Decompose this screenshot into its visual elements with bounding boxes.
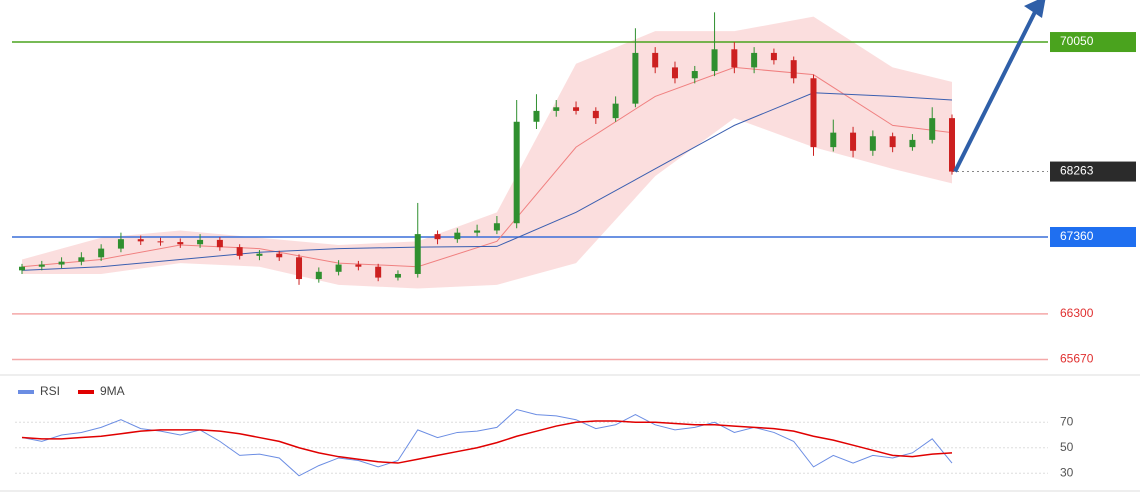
candle-body	[632, 52, 639, 104]
candle-body	[474, 230, 481, 233]
candle-body	[58, 261, 65, 265]
candle-body	[711, 49, 718, 72]
candle-body	[434, 234, 441, 240]
level-label: 66300	[1060, 306, 1094, 320]
y-tick-label: 50	[1060, 440, 1074, 454]
candle-body	[78, 257, 85, 262]
candle-body	[38, 264, 45, 267]
level-label: 68263	[1060, 164, 1094, 178]
candle-body	[671, 67, 678, 79]
candle-body	[830, 132, 837, 148]
candle-body	[770, 52, 777, 61]
candle-body	[454, 232, 461, 240]
candle-body	[256, 253, 263, 256]
candle-body	[414, 234, 421, 274]
candle-body	[553, 107, 560, 111]
candle-body	[216, 239, 223, 248]
candle-body	[612, 103, 619, 119]
candle-body	[335, 264, 342, 272]
candle-body	[652, 52, 659, 68]
level-label: 65670	[1060, 352, 1094, 366]
legend-label: 9MA	[100, 384, 125, 398]
candle-body	[929, 118, 936, 140]
candle-body	[276, 253, 283, 258]
candle-body	[691, 71, 698, 79]
candle-body	[117, 239, 124, 249]
legend-label: RSI	[40, 384, 60, 398]
candle-body	[98, 248, 105, 258]
candle-body	[493, 223, 500, 231]
candle-body	[869, 136, 876, 151]
candle-body	[296, 257, 303, 280]
candle-body	[909, 139, 916, 148]
candle-body	[889, 136, 896, 148]
candle-body	[157, 241, 164, 243]
candle-body	[573, 107, 580, 111]
arrow-head	[1024, 0, 1046, 18]
series-line	[21, 408, 953, 477]
candle-body	[177, 242, 184, 245]
y-tick-label: 30	[1060, 465, 1074, 479]
candle-body	[236, 247, 243, 256]
forecast-arrow	[953, 9, 1038, 173]
series-line	[21, 420, 953, 464]
candle-body	[533, 110, 540, 122]
level-label-bg	[1050, 227, 1136, 248]
bollinger-band	[22, 16, 952, 289]
candle-body	[19, 266, 25, 271]
candle-body	[394, 273, 401, 278]
candle-body	[197, 239, 204, 245]
candle-body	[751, 52, 758, 68]
level-label-bg	[1050, 32, 1136, 53]
candle-body	[790, 60, 797, 79]
candle-body	[949, 118, 955, 172]
level-label: 67360	[1060, 229, 1094, 243]
candle-body	[850, 132, 857, 151]
candle-body	[375, 266, 382, 278]
candle-body	[355, 264, 362, 267]
candle-body	[731, 49, 738, 68]
candle-body	[592, 110, 599, 119]
candle-body	[137, 239, 144, 242]
candle-body	[513, 121, 520, 224]
candle-body	[315, 271, 322, 280]
level-label-bg	[1050, 161, 1136, 182]
y-tick-label: 70	[1060, 414, 1074, 428]
level-label: 70050	[1060, 34, 1094, 48]
candle-body	[810, 78, 817, 148]
